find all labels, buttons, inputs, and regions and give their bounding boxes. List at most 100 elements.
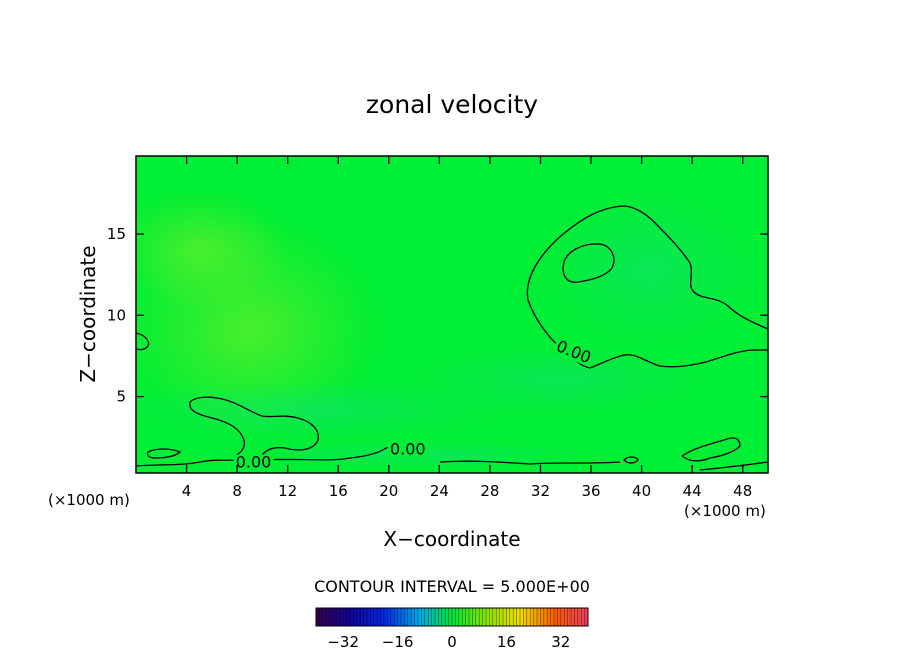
colorbar-swatch <box>577 608 582 626</box>
colorbar-swatch <box>584 608 589 626</box>
colorbar-tick-label: −16 <box>382 633 414 651</box>
field-shade-cool <box>410 345 710 415</box>
colorbar-swatch <box>387 608 392 626</box>
contour-line-upper-right <box>526 205 768 369</box>
contour-line-right-bottom <box>681 437 741 462</box>
y-tick-label: 15 <box>107 225 126 243</box>
colorbar-swatch <box>557 608 562 626</box>
colorbar-swatch <box>322 608 327 626</box>
colorbar-swatch <box>353 608 358 626</box>
colorbar-swatch <box>458 608 463 626</box>
x-tick-label: 28 <box>480 482 499 500</box>
colorbar-swatch <box>496 608 500 626</box>
colorbar-swatch <box>543 608 548 626</box>
colorbar-swatch <box>363 608 368 626</box>
contour-label-bg <box>387 441 428 458</box>
colorbar-swatch <box>564 608 568 626</box>
x-tick-label: 32 <box>531 482 550 500</box>
colorbar-swatch <box>509 608 514 626</box>
colorbar-swatch <box>513 608 517 626</box>
colorbar-swatch <box>370 608 375 626</box>
colorbar-swatch <box>448 608 453 626</box>
contour-line-small-loop <box>146 448 182 459</box>
colorbar-swatch <box>336 608 341 626</box>
x-tick-label: 20 <box>379 482 398 500</box>
colorbar-swatch <box>329 608 334 626</box>
x-tick-label: 24 <box>430 482 449 500</box>
colorbar-swatch <box>554 608 558 626</box>
colorbar-swatch <box>356 608 361 626</box>
colorbar-swatch <box>377 608 381 626</box>
colorbar-swatch <box>469 608 473 626</box>
colorbar-swatch <box>503 608 507 626</box>
colorbar-swatch <box>407 608 412 626</box>
colorbar-swatch <box>421 608 426 626</box>
x-axis: 4 8 12 16 20 24 28 32 36 40 44 48 <box>182 156 752 500</box>
y-tick-label: 5 <box>116 388 126 406</box>
x-tick-label: 16 <box>329 482 348 500</box>
chart-title: zonal velocity <box>366 90 538 119</box>
colorbar-swatch <box>333 608 337 626</box>
colorbar-swatch <box>441 608 446 626</box>
colorbar-swatch <box>373 608 378 626</box>
colorbar-swatch <box>346 608 351 626</box>
colorbar-swatch <box>523 608 528 626</box>
contour-label-bg <box>233 454 274 471</box>
colorbar-tick-label: 16 <box>497 633 516 651</box>
colorbar-swatch <box>574 608 579 626</box>
contour-interval-note: CONTOUR INTERVAL = 5.000E+00 <box>314 577 590 596</box>
colorbar-swatch <box>343 608 347 626</box>
colorbar-swatch <box>424 608 429 626</box>
x-units-left: (×1000 m) <box>48 491 130 509</box>
colorbar-swatch <box>360 608 364 626</box>
colorbar-swatch <box>414 608 419 626</box>
contour-lines <box>136 205 768 471</box>
x-tick-label: 12 <box>278 482 297 500</box>
contour-line-lower-left <box>189 396 319 461</box>
contour-line-lower-left-b <box>189 401 246 457</box>
colorbar-tick-label: 0 <box>447 633 457 651</box>
colorbar-swatch <box>435 608 439 626</box>
contour-line-near-ground <box>136 446 413 467</box>
contour-line-inner-ring <box>562 243 615 283</box>
colorbar-swatch <box>547 608 551 626</box>
field-shade-warm <box>136 190 290 310</box>
colorbar-swatch <box>560 608 565 626</box>
colorbar-swatch <box>499 608 504 626</box>
colorbar-swatch <box>530 608 534 626</box>
colorbar-swatch <box>567 608 572 626</box>
x-tick-label: 40 <box>632 482 651 500</box>
colorbar-swatch <box>516 608 521 626</box>
colorbar-swatch <box>411 608 415 626</box>
contour-line-near-ground-b <box>439 460 621 465</box>
colorbar-ticks: −32 −16 0 16 32 <box>327 633 570 651</box>
colorbar-swatch <box>550 608 555 626</box>
colorbar-swatch <box>452 608 456 626</box>
colorbar-swatch <box>520 608 524 626</box>
x-axis-label: X−coordinate <box>383 527 520 551</box>
colorbar-tick-label: −32 <box>327 633 359 651</box>
colorbar-swatch <box>475 608 480 626</box>
x-units-right: (×1000 m) <box>684 502 766 520</box>
colorbar-swatch <box>571 608 575 626</box>
colorbar-swatch <box>380 608 385 626</box>
colorbar-swatch <box>581 608 585 626</box>
colorbar-swatch <box>404 608 409 626</box>
colorbar-swatch <box>394 608 398 626</box>
contour-line-tiny-loop <box>623 456 639 464</box>
colorbar-swatch <box>428 608 432 626</box>
colorbar-swatch <box>367 608 371 626</box>
colorbar-swatch <box>316 608 320 626</box>
colorbar-swatch <box>486 608 490 626</box>
colorbar-swatch <box>326 608 330 626</box>
colorbar-swatch <box>390 608 395 626</box>
field-shade-cool <box>540 190 760 350</box>
colorbar-swatch <box>418 608 422 626</box>
colorbar-swatch <box>445 608 449 626</box>
field-shade-cool <box>136 380 520 440</box>
colorbar-swatch <box>482 608 487 626</box>
contour-line-left-edge <box>136 332 150 351</box>
colorbar-swatch <box>350 608 354 626</box>
contour-label: 0.00 <box>390 439 426 458</box>
